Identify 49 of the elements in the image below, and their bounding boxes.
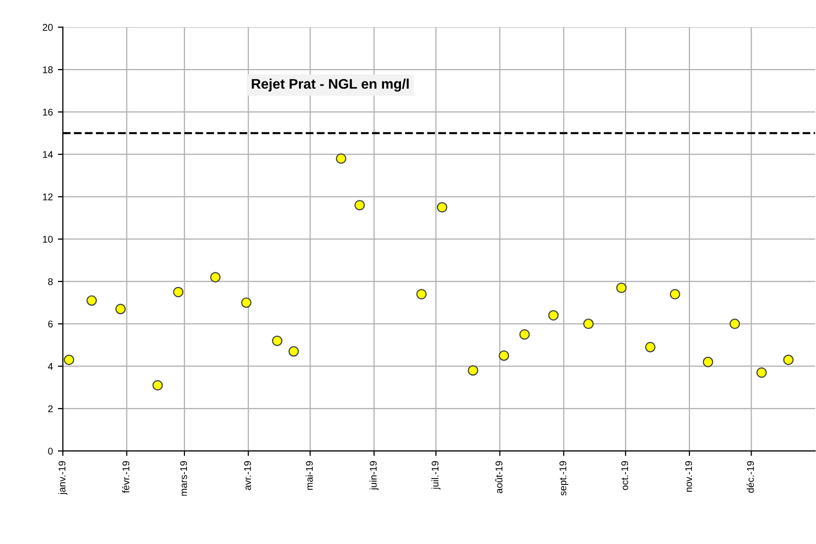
point — [241, 297, 252, 308]
x-tick-label: nov.-19 — [685, 461, 692, 492]
point — [783, 354, 794, 366]
y-tick-label: 12 — [43, 193, 53, 200]
y-tick-label: 18 — [43, 66, 53, 74]
y-tick-label: 14 — [43, 151, 53, 158]
text: Rejet Prat - NGL en mg/l — [252, 78, 409, 92]
x-tick-label: avr.-19 — [244, 461, 251, 490]
x-tick-label: févr.-19 — [122, 461, 130, 493]
point — [583, 318, 594, 330]
y-tick-label: 6 — [48, 320, 53, 328]
y-tick-label: 10 — [43, 236, 53, 243]
point — [272, 336, 282, 346]
x-tick-label: juil.-19 — [431, 461, 440, 490]
point — [288, 346, 299, 357]
point — [210, 272, 221, 282]
y-tick-label: 8 — [48, 278, 53, 286]
x-tick-label: déc.-19 — [746, 461, 754, 493]
point — [645, 342, 656, 352]
y-tick-label: 2 — [48, 405, 53, 412]
x-tick-label: mai-19 — [306, 461, 313, 490]
y-tick-label: 0 — [48, 448, 53, 455]
point — [436, 202, 448, 213]
point — [498, 350, 510, 361]
x-tick-label: juin-19 — [370, 461, 379, 490]
point — [702, 356, 714, 368]
point — [468, 365, 478, 376]
point — [616, 282, 627, 294]
point — [756, 367, 767, 378]
point — [548, 310, 559, 321]
point — [354, 200, 365, 210]
x-tick-label: août-19 — [495, 461, 502, 494]
point — [152, 380, 163, 391]
y-tick-label: 16 — [43, 108, 53, 116]
point — [173, 286, 184, 298]
point — [670, 288, 680, 300]
x-tick-label: oct.-19 — [621, 461, 628, 490]
point — [519, 329, 530, 340]
y-tick-label: 20 — [42, 24, 53, 31]
point — [86, 295, 97, 306]
point — [115, 304, 126, 314]
x-tick-label: janv.-19 — [58, 461, 68, 495]
y-tick-label: 4 — [48, 363, 53, 370]
x-tick-label: sept.-19 — [559, 461, 568, 496]
point — [730, 318, 740, 330]
point — [336, 153, 346, 164]
point — [64, 354, 74, 366]
point — [416, 288, 427, 300]
x-tick-label: mars-19 — [180, 461, 188, 496]
